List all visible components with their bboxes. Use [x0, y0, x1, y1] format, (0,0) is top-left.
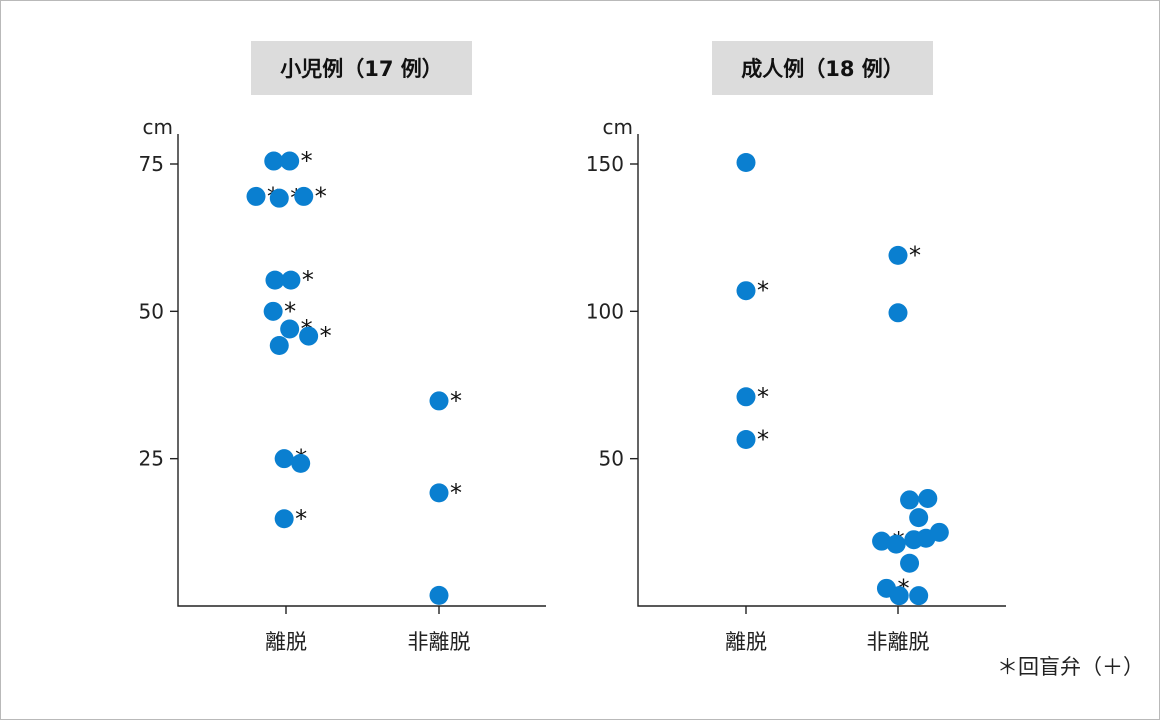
data-point	[429, 585, 449, 605]
data-point	[269, 336, 289, 356]
ileocecal-valve-marker: *	[315, 182, 327, 210]
y-tick-label: 50	[139, 299, 164, 323]
data-point	[265, 270, 285, 290]
ileocecal-valve-marker: *	[757, 383, 769, 411]
x-category-label: 離脱	[725, 630, 767, 654]
y-tick-label: 100	[586, 299, 624, 323]
data-point	[274, 509, 294, 529]
data-point	[889, 586, 909, 606]
data-point	[736, 387, 756, 407]
data-point	[888, 245, 908, 265]
data-point	[269, 188, 289, 208]
data-point	[294, 186, 314, 206]
data-point	[918, 488, 938, 508]
data-point	[909, 586, 929, 606]
data-point	[246, 186, 266, 206]
x-category-label: 非離脱	[867, 630, 930, 654]
ileocecal-valve-marker: *	[284, 297, 296, 325]
data-point	[299, 326, 319, 346]
data-point	[872, 531, 892, 551]
axes	[177, 134, 546, 607]
data-point	[736, 430, 756, 450]
data-point	[429, 483, 449, 503]
data-point	[900, 553, 920, 573]
data-point	[291, 453, 311, 473]
y-tick-label: 150	[586, 152, 624, 176]
ileocecal-valve-marker: *	[450, 387, 462, 415]
data-point	[429, 391, 449, 411]
data-point	[909, 508, 929, 528]
ileocecal-valve-marker: *	[301, 147, 313, 175]
y-tick-label: 25	[139, 447, 164, 471]
data-point	[274, 449, 294, 469]
ileocecal-valve-marker: *	[757, 277, 769, 305]
chart-title: 小児例（17 例）	[280, 57, 443, 81]
ileocecal-valve-marker: *	[302, 266, 314, 294]
data-point	[900, 490, 920, 510]
data-point	[886, 534, 906, 554]
x-category-label: 離脱	[265, 630, 307, 654]
data-point	[263, 301, 283, 321]
data-point	[281, 270, 301, 290]
ileocecal-valve-marker: *	[295, 505, 307, 533]
data-point	[888, 303, 908, 323]
axes	[637, 134, 1006, 607]
data-point	[280, 319, 300, 339]
ileocecal-valve-marker: *	[320, 322, 332, 350]
y-tick-label: 75	[139, 152, 164, 176]
ileocecal-valve-marker: *	[450, 479, 462, 507]
y-axis-unit: cm	[143, 115, 173, 139]
y-tick-label: 50	[599, 447, 624, 471]
chart-title-box	[712, 41, 933, 95]
data-point	[280, 151, 300, 171]
x-category-label: 非離脱	[408, 630, 471, 654]
asterisk-legend-note: ＊回盲弁（＋）	[997, 655, 1144, 679]
y-axis-unit: cm	[603, 115, 633, 139]
ileocecal-valve-marker: *	[757, 426, 769, 454]
data-point	[264, 151, 284, 171]
ileocecal-valve-marker: *	[909, 241, 921, 269]
chart-title: 成人例（18 例）	[741, 57, 904, 81]
data-point	[736, 153, 756, 173]
data-point	[736, 281, 756, 301]
data-point	[929, 522, 949, 542]
chart-title-box	[251, 41, 472, 95]
